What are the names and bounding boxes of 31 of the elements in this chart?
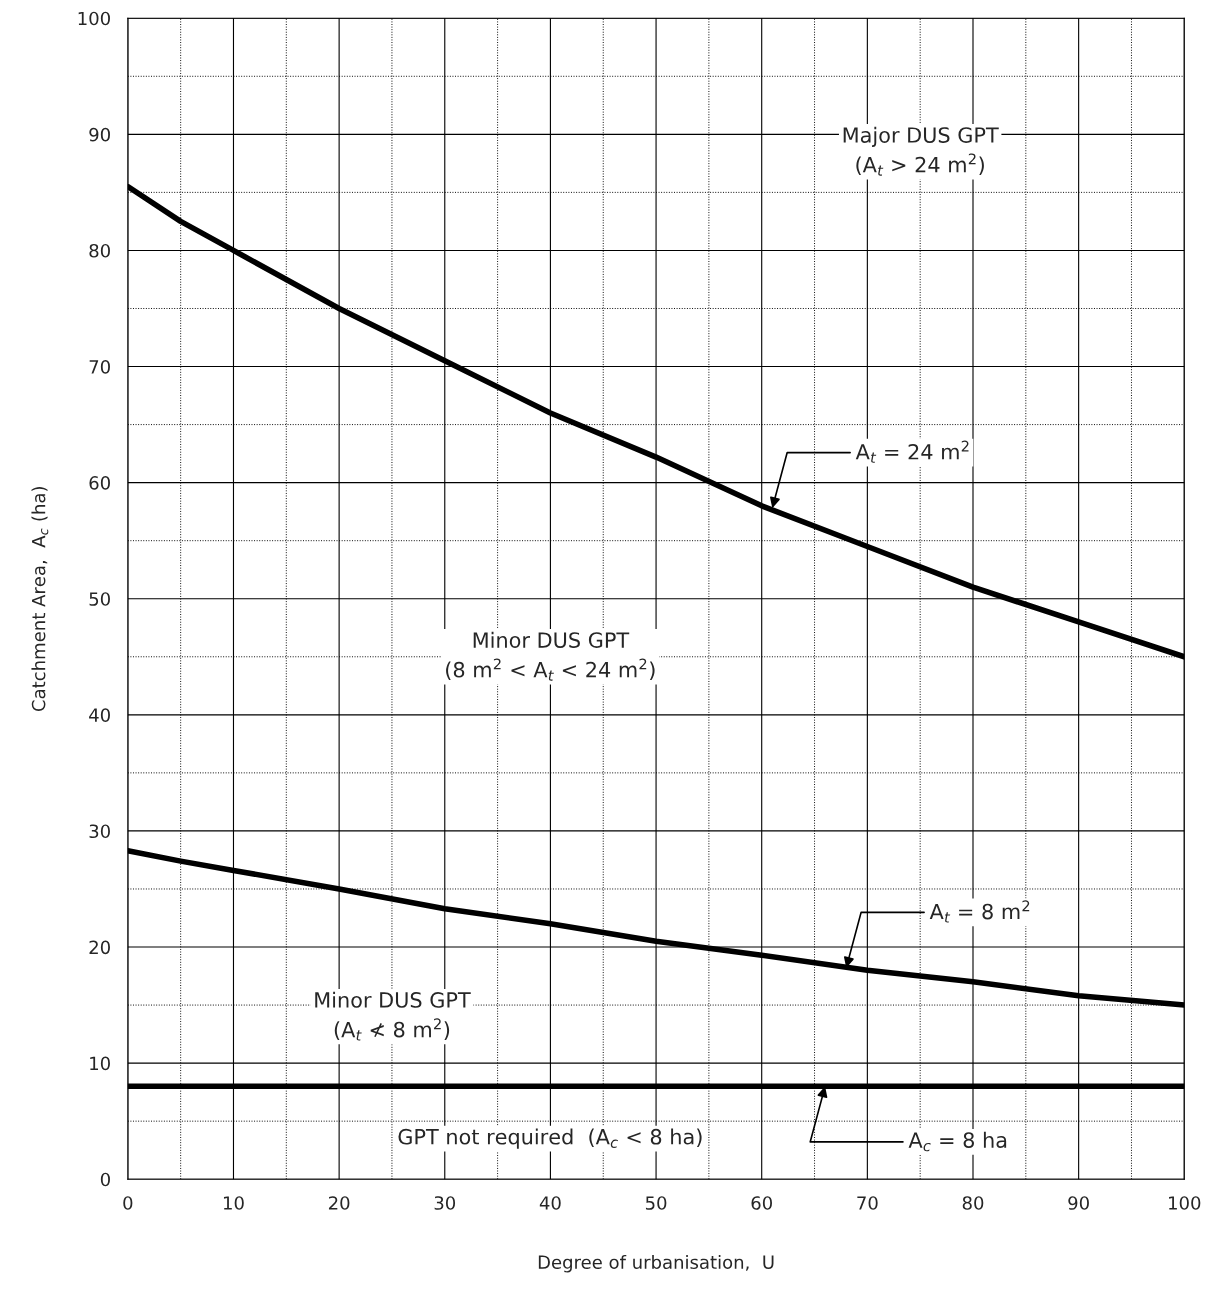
y-tick-label: 0 — [100, 1172, 110, 1187]
x-tick-label: 30 — [434, 1196, 456, 1210]
x-tick-label: 80 — [962, 1196, 984, 1210]
x-axis-title: Degree of urbanisation, U — [538, 1255, 774, 1273]
y-tick-label: 90 — [89, 127, 110, 142]
x-tick-label: 0 — [123, 1196, 133, 1210]
y-tick-label: 50 — [89, 592, 110, 606]
x-tick-label: 50 — [645, 1196, 667, 1210]
annotation: Major DUS GPT (A$_{t}$ > 24 m$^{2}$) — [843, 126, 999, 176]
annotation: A$_{t}$ = 8 m$^{2}$ — [929, 900, 1030, 923]
x-tick-label: 10 — [223, 1196, 244, 1210]
y-tick-label: 80 — [89, 243, 110, 258]
y-tick-label: 100 — [78, 11, 110, 26]
annotation: Minor DUS GPT (A$_{t}$ ≮ 8 m$^{2}$) — [315, 991, 471, 1041]
y-tick-label: 30 — [89, 824, 110, 839]
x-tick-label: 70 — [857, 1196, 878, 1210]
annotation: Minor DUS GPT (8 m$^{2}$ < A$_{t}$ < 24 m$^{2}$) — [446, 631, 655, 681]
x-tick-label: 60 — [751, 1196, 772, 1210]
x-tick-label: 100 — [1169, 1196, 1201, 1210]
x-tick-label: 90 — [1068, 1196, 1089, 1210]
y-tick-label: 70 — [89, 359, 110, 374]
y-tick-label: 40 — [89, 708, 110, 722]
y-tick-label: 60 — [89, 476, 110, 490]
annotation: A$_{t}$ = 24 m$^{2}$ — [855, 440, 969, 463]
x-tick-label: 20 — [328, 1196, 350, 1210]
annotation: A$_{c}$ = 8 ha — [908, 1131, 1007, 1152]
x-tick-label: 40 — [539, 1196, 561, 1210]
y-axis-title: Catchment Area, A$_{c}$ (ha) — [31, 487, 49, 712]
y-tick-label: 10 — [90, 1056, 110, 1071]
annotation: GPT not required (A$_{c}$ < 8 ha) — [398, 1128, 702, 1149]
y-tick-label: 20 — [89, 940, 110, 955]
